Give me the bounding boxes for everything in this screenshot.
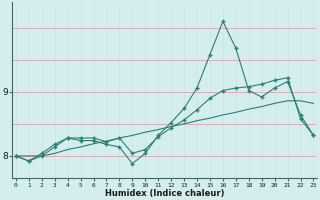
X-axis label: Humidex (Indice chaleur): Humidex (Indice chaleur) <box>105 189 224 198</box>
